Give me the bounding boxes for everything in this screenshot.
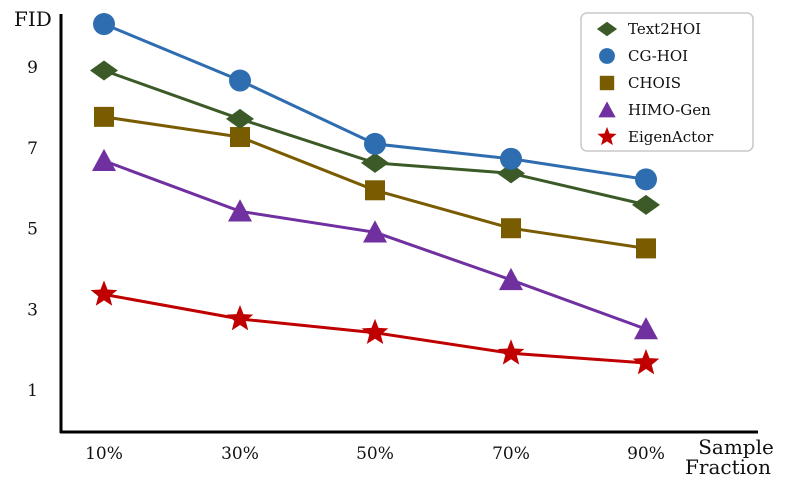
data-point-diamond <box>226 108 254 129</box>
data-point-star <box>497 339 525 365</box>
y-tick-label: 3 <box>27 300 38 320</box>
y-tick-label: 1 <box>27 381 38 401</box>
series-cg-hoi <box>93 13 657 191</box>
legend-label: CG-HOI <box>628 47 688 65</box>
legend-marker-diamond <box>596 21 618 37</box>
data-point-triangle <box>92 148 116 172</box>
series-text2hoi <box>90 60 660 215</box>
x-axis-title-line1: Sample <box>698 435 774 459</box>
data-point-star <box>632 348 660 375</box>
data-point-diamond <box>90 60 118 81</box>
data-point-circle <box>500 147 522 170</box>
data-point-star <box>361 318 389 345</box>
legend-marker-circle <box>599 48 615 64</box>
y-tick-label: 5 <box>27 220 38 240</box>
series-layer <box>90 13 660 375</box>
data-point-triangle <box>634 317 658 340</box>
series-eigenactor <box>90 280 660 375</box>
x-axis-title-line2: Fraction <box>685 455 771 479</box>
data-point-diamond <box>632 194 660 215</box>
data-point-star <box>226 305 254 331</box>
data-point-square <box>230 127 250 148</box>
data-point-triangle <box>363 220 387 243</box>
data-point-circle <box>93 13 115 36</box>
y-tick-label: 7 <box>27 139 38 159</box>
legend-label: CHOIS <box>628 74 681 92</box>
series-chois <box>94 106 656 259</box>
x-tick-label: 30% <box>221 444 259 464</box>
legend-box <box>580 12 754 152</box>
data-point-square <box>365 180 385 201</box>
x-tick-label: 10% <box>85 444 123 464</box>
data-point-square <box>94 106 114 127</box>
legend-label: Text2HOI <box>628 20 701 38</box>
legend-marker-square <box>599 75 615 91</box>
series-himo-gen <box>92 148 658 340</box>
data-point-circle <box>229 69 251 92</box>
legend-marker-star <box>597 126 617 146</box>
data-point-square <box>636 238 656 259</box>
x-tick-label: 70% <box>492 444 530 464</box>
data-point-square <box>501 218 521 239</box>
x-tick-label: 50% <box>356 444 394 464</box>
data-point-triangle <box>228 199 252 222</box>
data-point-star <box>90 280 118 306</box>
y-tick-labels: 1 3 5 7 9 <box>27 58 38 401</box>
data-point-circle <box>364 132 386 155</box>
legend-label: HIMO-Gen <box>628 101 711 119</box>
legend-marker-triangle <box>598 101 616 118</box>
legend: Text2HOI CG-HOI CHOIS HIMO-Gen EigenActor <box>580 12 754 152</box>
data-point-circle <box>635 168 657 191</box>
data-point-diamond <box>497 163 525 184</box>
data-point-diamond <box>361 152 389 173</box>
x-tick-label: 90% <box>627 444 665 464</box>
x-tick-labels: 10% 30% 50% 70% 90% <box>85 444 665 464</box>
data-point-triangle <box>499 267 523 291</box>
y-tick-label: 9 <box>27 58 38 78</box>
legend-label: EigenActor <box>628 128 714 146</box>
y-axis-title: FID <box>14 7 52 31</box>
